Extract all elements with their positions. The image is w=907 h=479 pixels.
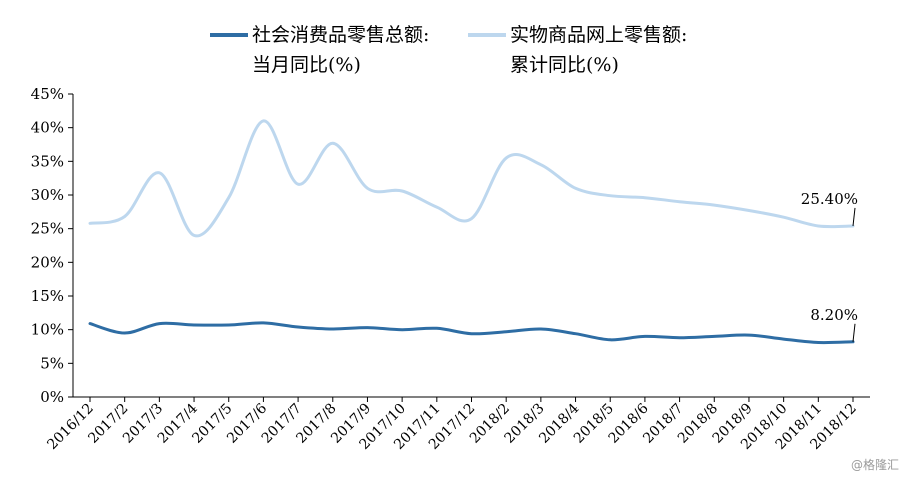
y-tick-label: 20% [31,253,64,271]
legend-item-online-sales: 实物商品网上零售额: 累计同比(%) [468,20,687,80]
series-layer [88,119,855,345]
leader-line-online-sales [852,207,856,227]
y-tick-label: 35% [31,152,64,170]
legend-swatch-retail-sales [210,33,248,37]
y-tick-label: 40% [31,119,64,137]
leader-line-retail-sales [852,323,856,342]
legend-swatch-online-sales [468,33,506,37]
y-tick-label: 0% [40,388,64,406]
watermark: @格隆汇 [850,458,899,472]
x-axis: 2016/122017/22017/32017/42017/52017/6201… [44,396,870,453]
y-tick-label: 30% [31,186,64,204]
legend-label-online-sales: 实物商品网上零售额: 累计同比(%) [510,24,688,76]
data-labels: 25.40% 8.20% [801,190,858,342]
y-tick-label: 15% [31,287,64,305]
y-tick-label: 5% [40,354,64,372]
legend-item-retail-sales: 社会消费品零售总额: 当月同比(%) [210,20,429,80]
y-tick-label: 10% [31,321,64,339]
legend-label-retail-sales: 社会消费品零售总额: 当月同比(%) [252,24,430,76]
series-line-retail-sales [88,321,855,345]
series-line-online-sales [88,119,855,238]
data-label-online-sales: 25.40% [801,190,858,208]
y-tick-label: 25% [31,220,64,238]
y-tick-label: 45% [31,85,64,103]
x-tick-label: 2016/12 [44,401,96,453]
y-axis: 0% 5% 10% 15% 20% 25% 30% 35% 40% 45% [31,85,74,406]
data-label-retail-sales: 8.20% [810,306,858,324]
